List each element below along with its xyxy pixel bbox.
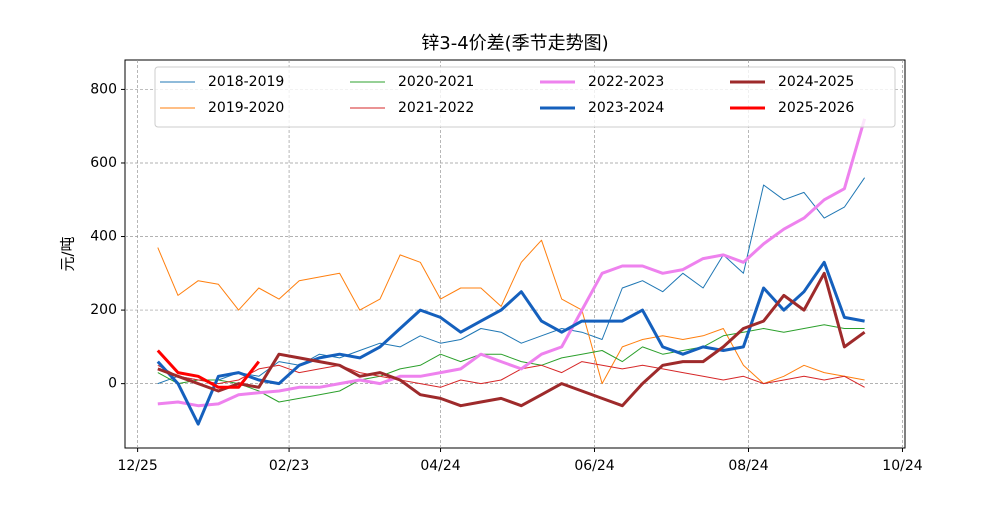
- legend-label: 2020-2021: [398, 74, 474, 90]
- y-axis-label: 元/吨: [59, 236, 77, 271]
- y-tick-label: 600: [90, 155, 117, 171]
- x-tick-label: 02/23: [269, 458, 309, 474]
- series-line: [156, 349, 260, 389]
- series-line: [157, 118, 867, 408]
- y-tick-label: 200: [90, 302, 117, 318]
- legend-label: 2023-2024: [588, 100, 664, 116]
- x-tick-label: 04/24: [420, 458, 460, 474]
- series-line: [157, 324, 865, 403]
- legend-label: 2019-2020: [208, 100, 284, 116]
- series-line: [156, 260, 865, 426]
- chart-title: 锌3-4价差(季节走势图): [421, 33, 608, 54]
- y-tick-label: 0: [108, 376, 117, 392]
- series-line: [157, 239, 865, 385]
- legend-label: 2022-2023: [588, 74, 664, 90]
- y-tick-label: 800: [90, 81, 117, 97]
- x-tick-label: 12/25: [117, 458, 157, 474]
- legend-label: 2025-2026: [778, 100, 854, 116]
- x-tick-label: 08/24: [728, 458, 768, 474]
- series-line: [157, 177, 866, 385]
- legend-box: [154, 66, 896, 128]
- legend-label: 2018-2019: [208, 74, 284, 90]
- x-tick-label: 10/24: [882, 458, 922, 474]
- legend-label: 2024-2025: [778, 74, 854, 90]
- x-tick-label: 06/24: [574, 458, 614, 474]
- y-tick-label: 400: [90, 229, 117, 245]
- series-line: [157, 271, 866, 408]
- legend-label: 2021-2022: [398, 100, 474, 116]
- plot-frame: [124, 59, 906, 449]
- series-line: [157, 361, 865, 388]
